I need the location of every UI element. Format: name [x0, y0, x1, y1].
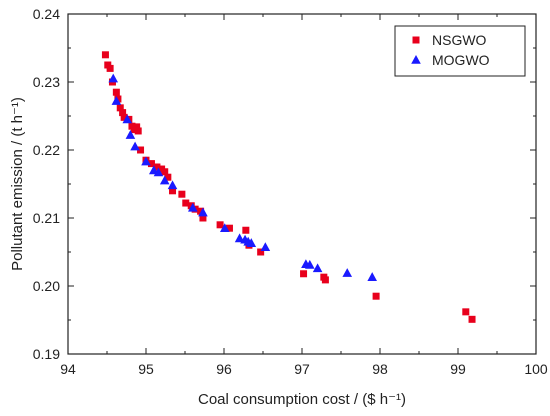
data-point-nsgwo — [164, 173, 172, 181]
x-axis-title: Coal consumption cost / ($ h⁻¹) — [198, 391, 406, 408]
y-tick-label: 0.21 — [33, 210, 60, 226]
data-point-mogwo — [246, 238, 257, 247]
data-point-mogwo — [305, 259, 315, 269]
data-point-nsgwo — [372, 292, 380, 300]
data-point-nsgwo — [197, 207, 205, 215]
data-point-nsgwo — [137, 146, 145, 154]
data-point-nsgwo — [153, 163, 161, 171]
data-point-nsgwo — [112, 88, 120, 96]
legend-label-nsgwo: NSGWO — [432, 32, 487, 48]
data-point-mogwo — [367, 272, 377, 281]
legend-marker-mogwo — [411, 55, 421, 64]
data-point-nsgwo — [178, 190, 186, 198]
data-point-mogwo — [260, 242, 271, 252]
data-point-mogwo — [141, 156, 151, 166]
data-point-nsgwo — [116, 104, 124, 112]
data-point-mogwo — [125, 130, 136, 139]
data-point-nsgwo — [147, 160, 155, 168]
data-point-nsgwo — [119, 109, 127, 117]
x-tick-label: 95 — [138, 361, 154, 377]
data-point-mogwo — [111, 96, 122, 105]
data-point-nsgwo — [216, 221, 224, 229]
data-point-mogwo — [108, 73, 119, 83]
y-tick-label: 0.22 — [33, 142, 60, 158]
data-point-nsgwo — [257, 248, 265, 256]
y-tick-label: 0.23 — [33, 74, 60, 90]
legend: NSGWO MOGWO — [394, 25, 526, 77]
x-tick-label: 96 — [216, 361, 232, 377]
x-tick-label: 98 — [372, 361, 388, 377]
data-point-nsgwo — [462, 308, 470, 316]
data-point-mogwo — [342, 268, 353, 277]
data-point-nsgwo — [300, 270, 308, 278]
legend-marker-nsgwo — [412, 36, 420, 44]
data-point-nsgwo — [134, 127, 142, 135]
data-point-nsgwo — [225, 224, 233, 232]
data-point-mogwo — [188, 202, 198, 212]
y-axis-title: Pollutant emission / (t h⁻¹) — [9, 97, 26, 271]
data-point-nsgwo — [199, 214, 207, 222]
legend-label-mogwo: MOGWO — [432, 52, 490, 68]
data-point-mogwo — [153, 167, 164, 177]
y-tick-label: 0.20 — [33, 278, 60, 294]
legend-box — [394, 25, 526, 77]
data-point-mogwo — [234, 233, 245, 243]
data-point-nsgwo — [321, 276, 329, 284]
data-point-nsgwo — [106, 64, 114, 72]
data-point-mogwo — [159, 175, 170, 185]
data-point-nsgwo — [242, 226, 250, 234]
data-marks — [101, 51, 476, 323]
data-point-mogwo — [219, 223, 230, 232]
data-point-nsgwo — [120, 113, 128, 121]
data-point-nsgwo — [468, 315, 476, 323]
data-point-nsgwo — [182, 199, 190, 207]
axis-ticks — [67, 13, 537, 355]
y-tick-label: 0.19 — [33, 346, 60, 362]
data-point-nsgwo — [169, 187, 177, 195]
data-point-nsgwo — [101, 51, 109, 59]
x-tick-label: 100 — [524, 361, 548, 377]
y-tick-labels: 0.19 0.20 0.21 0.22 0.23 0.24 — [33, 6, 60, 362]
legend-swatch-mogwo — [411, 55, 421, 64]
y-tick-label: 0.24 — [33, 6, 60, 22]
data-point-mogwo — [312, 263, 323, 273]
x-tick-label: 97 — [294, 361, 310, 377]
legend-swatch-nsgwo — [412, 36, 420, 44]
x-tick-labels: 94 95 96 97 98 99 100 — [60, 361, 548, 377]
x-tick-label: 99 — [450, 361, 466, 377]
x-tick-label: 94 — [60, 361, 76, 377]
data-point-nsgwo — [133, 123, 141, 131]
data-point-mogwo — [198, 207, 208, 217]
data-point-mogwo — [122, 114, 133, 124]
data-point-nsgwo — [161, 168, 169, 176]
plot-area — [67, 13, 537, 355]
data-point-mogwo — [167, 180, 178, 190]
data-point-mogwo — [130, 141, 140, 151]
